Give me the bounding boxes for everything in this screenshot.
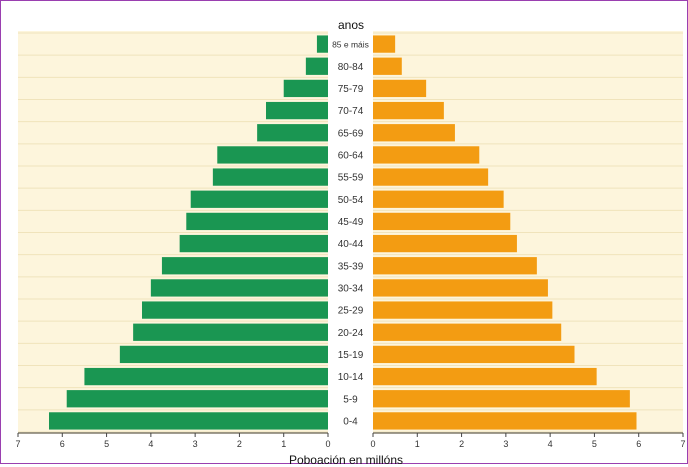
age-group-labels: 85 e máis 80-84 75-79 70-74 65-69 60-64 55-59 5… [332,40,369,428]
age-group-label: 20-24 [338,328,364,339]
bar-right [373,323,562,341]
bar-left [119,345,328,364]
bar-right [373,101,444,120]
age-group-label: 0-4 [343,416,358,427]
bar-right [373,257,537,275]
bar-right [373,412,637,430]
age-group-label: 60-64 [338,150,364,161]
bar-left [49,412,328,430]
bar-right [373,234,517,253]
x-tick-label: 5 [592,439,597,449]
bar-left [66,390,328,408]
bar-left [84,367,328,386]
bar-left [257,124,328,142]
chart-title: anos [337,18,365,32]
x-tick-label: 4 [548,439,553,449]
bar-right [373,301,553,319]
bar-right [373,279,548,297]
x-tick-label: 4 [148,439,153,449]
bar-right [373,57,402,75]
x-tick-label: 3 [503,439,508,449]
bar-left [186,212,328,231]
bars [49,35,637,430]
bar-left [305,57,328,75]
x-tick-label: 3 [193,439,198,449]
bar-right [373,190,504,208]
x-axes: 7 6 5 4 3 2 1 0 0 1 2 3 4 5 6 7 [15,432,686,449]
x-tick-label: 1 [281,439,286,449]
age-group-label: 45-49 [338,217,364,228]
bar-left [150,279,328,297]
bar-right [373,35,396,53]
bar-left [283,79,328,98]
age-group-label: 35-39 [338,261,364,272]
age-group-label: 65-69 [338,128,364,139]
bar-left [266,101,328,120]
bar-right [373,345,575,364]
bar-left [217,146,328,164]
bar-right [373,168,489,186]
age-group-label: 15-19 [338,350,364,361]
x-tick-label: 7 [15,439,20,449]
bar-right [373,124,455,142]
bar-right [373,367,597,386]
x-tick-label: 2 [459,439,464,449]
bar-left [212,168,328,186]
bar-right [373,146,480,164]
age-group-label: 30-34 [338,283,364,294]
x-tick-label: 1 [415,439,420,449]
x-tick-label: 7 [680,439,685,449]
x-tick-label: 6 [60,439,65,449]
x-tick-label: 6 [636,439,641,449]
age-group-label: 50-54 [338,195,364,206]
gridlines [18,32,683,433]
age-group-label: 70-74 [338,106,364,117]
bar-left [161,257,328,275]
age-group-label: 10-14 [338,372,364,383]
age-group-label: 25-29 [338,306,364,317]
age-group-label: 40-44 [338,239,364,250]
bar-left [142,301,328,319]
bar-right [373,390,630,408]
x-tick-label: 2 [237,439,242,449]
bar-right [373,79,427,98]
bar-left [316,35,328,53]
x-axis-label: Poboación en millóns [288,453,404,467]
age-group-label: 80-84 [338,62,364,73]
age-group-label: 85 e máis [332,40,369,50]
age-group-label: 55-59 [338,173,364,184]
bar-left [179,234,328,253]
bar-left [133,323,328,341]
age-group-label: 75-79 [338,84,364,95]
x-tick-label: 5 [104,439,109,449]
bar-left [190,190,328,208]
bar-right [373,212,511,231]
age-group-label: 5-9 [343,394,358,405]
x-tick-label: 0 [370,439,375,449]
x-tick-label: 0 [325,439,330,449]
